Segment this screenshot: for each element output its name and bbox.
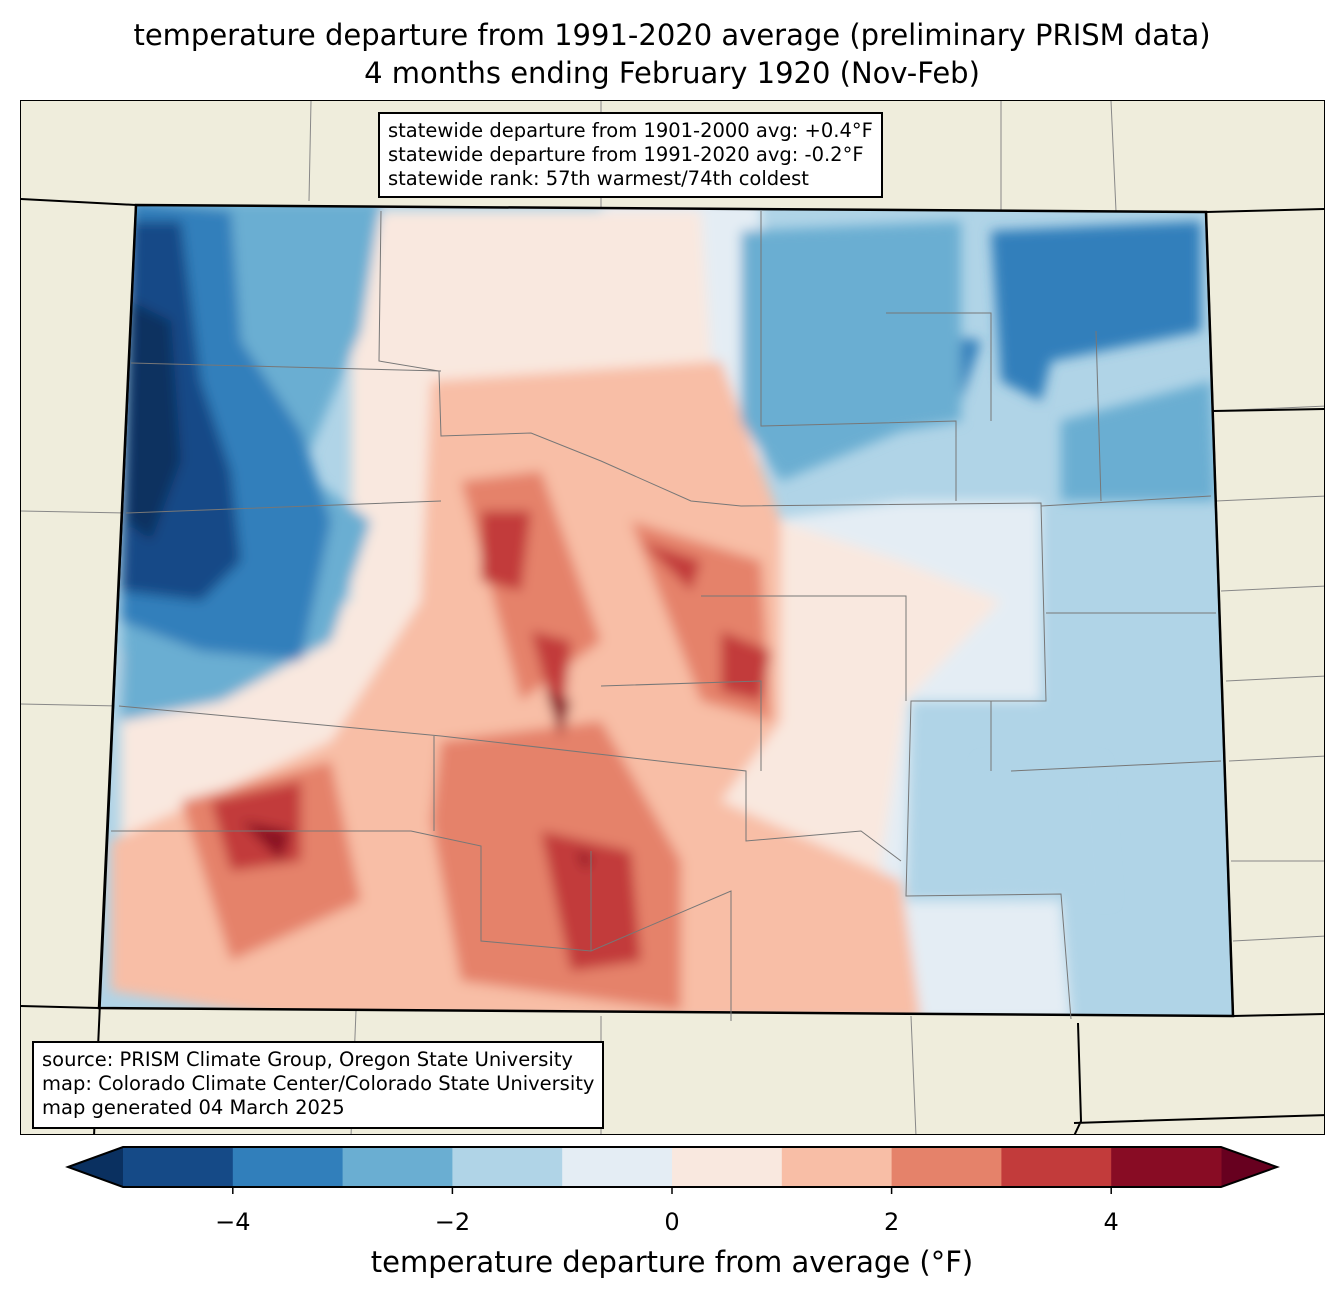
colorbar-cell [1001, 1147, 1112, 1187]
stats-line-1901-2000: statewide departure from 1901-2000 avg: … [388, 119, 873, 142]
source-line: source: PRISM Climate Group, Oregon Stat… [42, 1048, 573, 1071]
colorbar-label: temperature departure from average (°F) [371, 1245, 973, 1279]
colorbar-outline [65, 1146, 1280, 1188]
colorbar: −4 −2 0 2 4 temperature departure from avera… [65, 1146, 1280, 1279]
source-box: source: PRISM Climate Group, Oregon Stat… [32, 1041, 605, 1129]
state-borders [21, 198, 1324, 1134]
map-panel: statewide departure from 1901-2000 avg: … [20, 100, 1325, 1135]
colorbar-cell [342, 1147, 453, 1187]
generated-date-line: map generated 04 March 2025 [42, 1096, 345, 1119]
colorbar-cell [1111, 1147, 1222, 1187]
statewide-stats-box: statewide departure from 1901-2000 avg: … [378, 112, 883, 198]
colorbar-cell [452, 1147, 563, 1187]
colorbar-cell [232, 1147, 344, 1187]
colorbar-cell [891, 1147, 1002, 1187]
colorbar-cell [781, 1147, 893, 1187]
temperature-map [21, 101, 1324, 1134]
colorado-county-lines [111, 210, 1222, 1021]
map-title: temperature departure from 1991-2020 ave… [133, 18, 1211, 52]
stats-line-1991-2020: statewide departure from 1991-2020 avg: … [388, 143, 864, 166]
colorbar-tick-label: 0 [664, 1208, 679, 1236]
colorbar-tick-label: −2 [435, 1208, 470, 1236]
stats-line-rank: statewide rank: 57th warmest/74th coldes… [388, 167, 809, 190]
colorbar-tick-label: −4 [215, 1208, 250, 1236]
colorbar-cell [672, 1147, 783, 1187]
map-credit-line: map: Colorado Climate Center/Colorado St… [42, 1072, 595, 1095]
colorado-departure-field [99, 205, 1233, 1016]
colorbar-cell [123, 1147, 234, 1187]
colorbar-tick-label: 4 [1104, 1208, 1119, 1236]
colorbar-over-extension [1221, 1147, 1277, 1187]
map-subtitle: 4 months ending February 1920 (Nov-Feb) [364, 56, 980, 90]
colorbar-under-extension [68, 1147, 123, 1187]
colorbar-tick-label: 2 [884, 1208, 899, 1236]
colorbar-cell [562, 1147, 673, 1187]
